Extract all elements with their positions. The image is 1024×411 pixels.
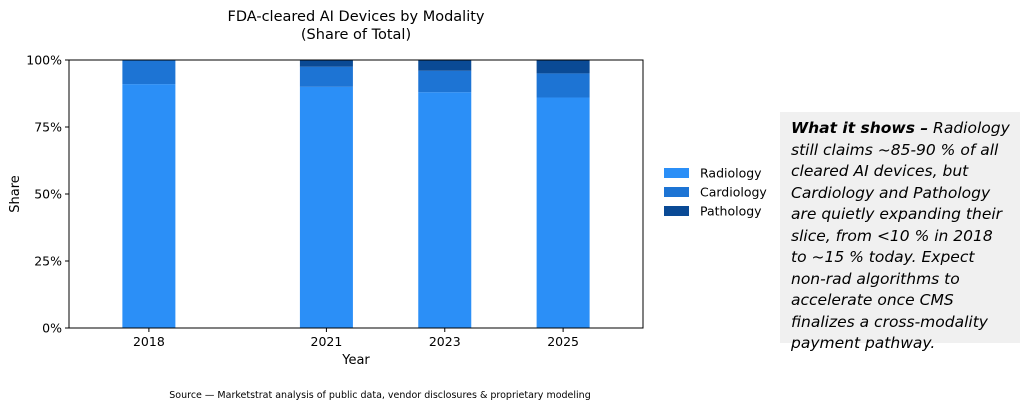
bar-cardiology-2023 xyxy=(418,70,472,93)
legend-swatch-radiology xyxy=(664,168,689,178)
chart-subtitle: (Share of Total) xyxy=(301,27,411,43)
callout-body: Radiology still claims ~85-90 % of all c… xyxy=(791,119,1010,352)
y-tick-label: 100% xyxy=(26,53,62,68)
bar-radiology-2018 xyxy=(122,84,176,329)
bar-cardiology-2018 xyxy=(122,60,176,85)
x-tick-label: 2025 xyxy=(547,334,579,349)
bar-pathology-2023 xyxy=(418,60,472,71)
plot-area: 0% 25% 50% 75% 100% 2018 2021 2023 2025 xyxy=(26,53,644,349)
legend-label-cardiology: Cardiology xyxy=(700,185,767,200)
x-tick-label: 2018 xyxy=(133,334,165,349)
y-tick-label: 50% xyxy=(34,187,62,202)
x-tick-label: 2021 xyxy=(311,334,343,349)
legend-swatch-cardiology xyxy=(664,187,689,197)
x-tick-label: 2023 xyxy=(429,334,461,349)
callout-lead: What it shows – xyxy=(791,119,929,137)
bar-pathology-2025 xyxy=(536,60,590,74)
y-axis-label: Share xyxy=(8,175,23,213)
chart-title: FDA-cleared AI Devices by Modality xyxy=(227,9,484,25)
y-tick-label: 75% xyxy=(34,120,62,135)
bar-cardiology-2021 xyxy=(299,66,353,87)
bar-pathology-2021 xyxy=(299,60,353,67)
source-note: Source — Marketstrat analysis of public … xyxy=(169,390,591,401)
y-tick-label: 25% xyxy=(34,254,62,269)
callout-box: What it shows – Radiology still claims ~… xyxy=(780,112,1020,352)
bar-radiology-2025 xyxy=(536,97,590,329)
bar-radiology-2023 xyxy=(418,92,472,328)
legend: Radiology Cardiology Pathology xyxy=(664,166,767,219)
y-tick-label: 0% xyxy=(42,321,62,336)
x-axis-label: Year xyxy=(341,353,370,368)
bar-radiology-2021 xyxy=(299,86,353,328)
legend-label-pathology: Pathology xyxy=(700,204,762,219)
legend-swatch-pathology xyxy=(664,206,689,216)
bar-cardiology-2025 xyxy=(536,73,590,98)
legend-label-radiology: Radiology xyxy=(700,166,762,181)
